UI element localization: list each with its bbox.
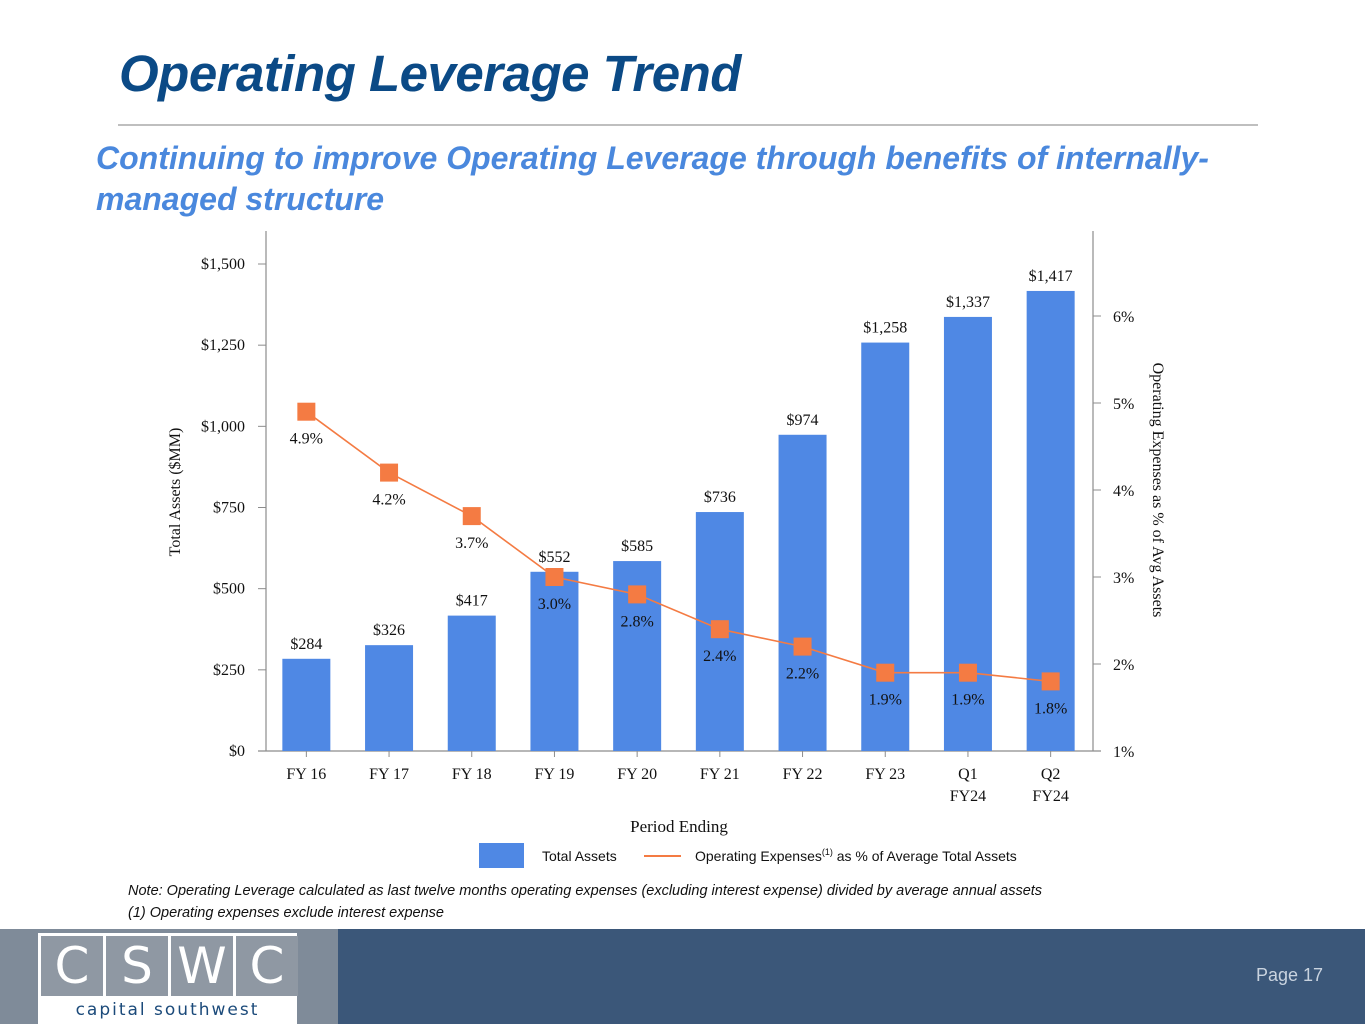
x-tick-label: FY24 <box>950 788 986 805</box>
logo-letter: S <box>106 936 168 996</box>
y2-tick-label: 1% <box>1113 744 1134 761</box>
line-value-label: 4.2% <box>372 492 405 509</box>
y2-tick-label: 4% <box>1113 483 1134 500</box>
y-tick-label: $0 <box>229 743 245 760</box>
bar-total-assets <box>861 342 910 751</box>
line-value-label: 2.4% <box>703 648 736 665</box>
line-marker <box>793 637 812 656</box>
operating-leverage-chart: $0 $250 $500 $750 $1,000 $1,250 $1,500 1% 2% 3% 4%… <box>167 231 1166 868</box>
bar-value-label: $585 <box>621 538 653 555</box>
line-value-label: 1.9% <box>951 692 984 709</box>
page-title: Operating Leverage Trend <box>119 45 741 102</box>
page-number: Page 17 <box>1255 965 1323 985</box>
y-tick-label: $250 <box>213 662 245 679</box>
y2-tick-label: 5% <box>1113 396 1134 413</box>
y-tick-label: $750 <box>213 500 245 517</box>
line-marker <box>628 585 647 604</box>
bar-value-label: $326 <box>373 622 405 639</box>
bar-total-assets <box>530 571 579 751</box>
page-subtitle: Continuing to improve Operating Leverage… <box>96 140 1209 217</box>
footnote-operating-expenses: (1) Operating expenses exclude interest … <box>128 905 444 921</box>
line-value-label: 2.8% <box>620 613 653 630</box>
cswc-logo: C S W C capital southwest <box>38 933 298 1024</box>
y-tick-label: $1,000 <box>201 418 245 435</box>
logo-letter: C <box>41 936 103 996</box>
line-marker <box>545 568 564 586</box>
y2-tick-label: 3% <box>1113 570 1134 587</box>
line-marker <box>297 402 316 421</box>
bar-value-label: $284 <box>290 636 322 653</box>
y2-tick-label: 2% <box>1113 657 1134 674</box>
bar-value-label: $552 <box>538 549 570 566</box>
line-value-label: 4.9% <box>290 431 323 448</box>
bar-value-label: $1,258 <box>863 320 907 337</box>
line-marker <box>958 663 977 682</box>
x-tick-label: FY 16 <box>286 766 326 783</box>
logo-company-name: capital southwest <box>75 1000 260 1020</box>
line-value-label: 1.8% <box>1034 700 1067 717</box>
x-tick-label: Q2 <box>1041 766 1061 783</box>
x-tick-label: FY 18 <box>452 766 492 783</box>
line-value-label: 1.9% <box>869 692 902 709</box>
y-tick-label: $500 <box>213 581 245 598</box>
x-tick-label: FY24 <box>1032 788 1068 805</box>
logo-letter: W <box>171 936 233 996</box>
footer-logo-panel: C S W C capital southwest <box>0 929 338 1024</box>
y2-tick-label: 6% <box>1113 309 1134 326</box>
title-divider <box>118 124 1258 126</box>
line-marker <box>380 463 399 482</box>
x-tick-label: FY 20 <box>617 766 657 783</box>
legend-label-total-assets: Total Assets <box>542 848 617 864</box>
x-axis-title: Period Ending <box>630 817 728 836</box>
logo-letter: C <box>236 936 298 996</box>
x-tick-label: FY 21 <box>700 766 740 783</box>
x-tick-label: FY 19 <box>535 766 575 783</box>
bar-total-assets <box>282 658 331 751</box>
footnote-operating-leverage: Note: Operating Leverage calculated as l… <box>128 883 1043 899</box>
bar-total-assets <box>943 316 992 751</box>
line-value-label: 2.2% <box>786 666 819 683</box>
line-value-label: 3.0% <box>538 596 571 613</box>
line-marker <box>1041 672 1060 691</box>
footer-bar: C S W C capital southwest Page 17 <box>0 929 1365 1024</box>
bar-total-assets <box>778 434 827 751</box>
bar-total-assets <box>365 645 414 751</box>
bar-value-label: $736 <box>704 489 736 506</box>
x-tick-label: Q1 <box>958 766 978 783</box>
y-tick-label: $1,250 <box>201 337 245 354</box>
bar-total-assets <box>447 615 496 751</box>
x-tick-label: FY 23 <box>865 766 905 783</box>
line-value-label: 3.7% <box>455 535 488 552</box>
y2-axis-title: Operating Expenses as % of Avg Assets <box>1149 363 1166 618</box>
x-tick-label: FY 17 <box>369 766 409 783</box>
y-tick-label: $1,500 <box>201 256 245 273</box>
legend-swatch-total-assets <box>479 843 524 868</box>
bar-value-label: $417 <box>456 593 488 610</box>
legend-label-operating-expenses: Operating Expenses(1) as % of Average To… <box>695 847 1017 864</box>
bar-value-label: $1,337 <box>946 294 990 311</box>
x-tick-label: FY 22 <box>783 766 823 783</box>
bar-value-label: $1,417 <box>1029 268 1073 285</box>
line-marker <box>462 507 481 526</box>
line-operating-expenses <box>305 411 1051 683</box>
y-axis-title: Total Assets ($MM) <box>167 428 184 557</box>
line-marker <box>710 620 729 639</box>
line-marker <box>876 663 895 682</box>
bar-value-label: $974 <box>787 412 819 429</box>
